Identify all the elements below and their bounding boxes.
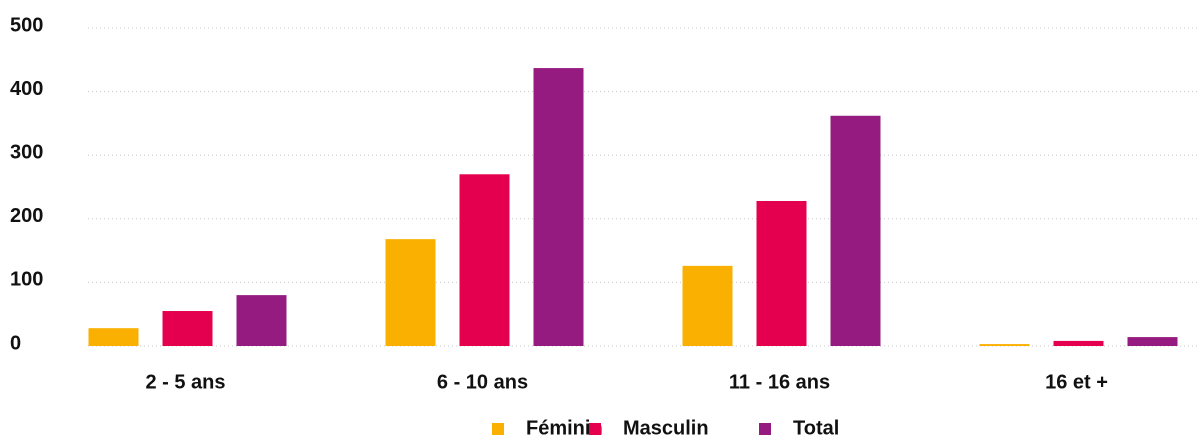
bar bbox=[236, 295, 287, 346]
legend-swatch bbox=[759, 423, 771, 435]
x-tick-label: 2 - 5 ans bbox=[145, 371, 225, 393]
bar bbox=[385, 239, 436, 346]
legend-label: Masculin bbox=[623, 417, 709, 439]
bar bbox=[830, 115, 881, 346]
legend-swatch bbox=[492, 423, 504, 435]
bar bbox=[88, 328, 139, 346]
bar bbox=[1053, 340, 1104, 346]
legend-label: Total bbox=[793, 417, 839, 439]
legend-label: Féminin bbox=[526, 417, 603, 439]
bar bbox=[1127, 337, 1178, 346]
bar bbox=[756, 200, 807, 346]
y-tick-label: 200 bbox=[10, 205, 43, 227]
y-tick-label: 0 bbox=[10, 332, 21, 354]
bar bbox=[533, 68, 584, 347]
y-tick-label: 400 bbox=[10, 78, 43, 100]
y-tick-label: 300 bbox=[10, 141, 43, 163]
x-tick-label: 6 - 10 ans bbox=[437, 371, 528, 393]
y-tick-label: 100 bbox=[10, 269, 43, 291]
y-tick-label: 500 bbox=[10, 14, 43, 36]
bar bbox=[682, 265, 733, 346]
bar bbox=[459, 174, 510, 346]
bar bbox=[162, 311, 213, 346]
bar bbox=[979, 344, 1030, 346]
x-tick-label: 11 - 16 ans bbox=[729, 371, 830, 393]
x-tick-label: 16 et + bbox=[1045, 371, 1108, 393]
legend-swatch bbox=[589, 423, 601, 435]
